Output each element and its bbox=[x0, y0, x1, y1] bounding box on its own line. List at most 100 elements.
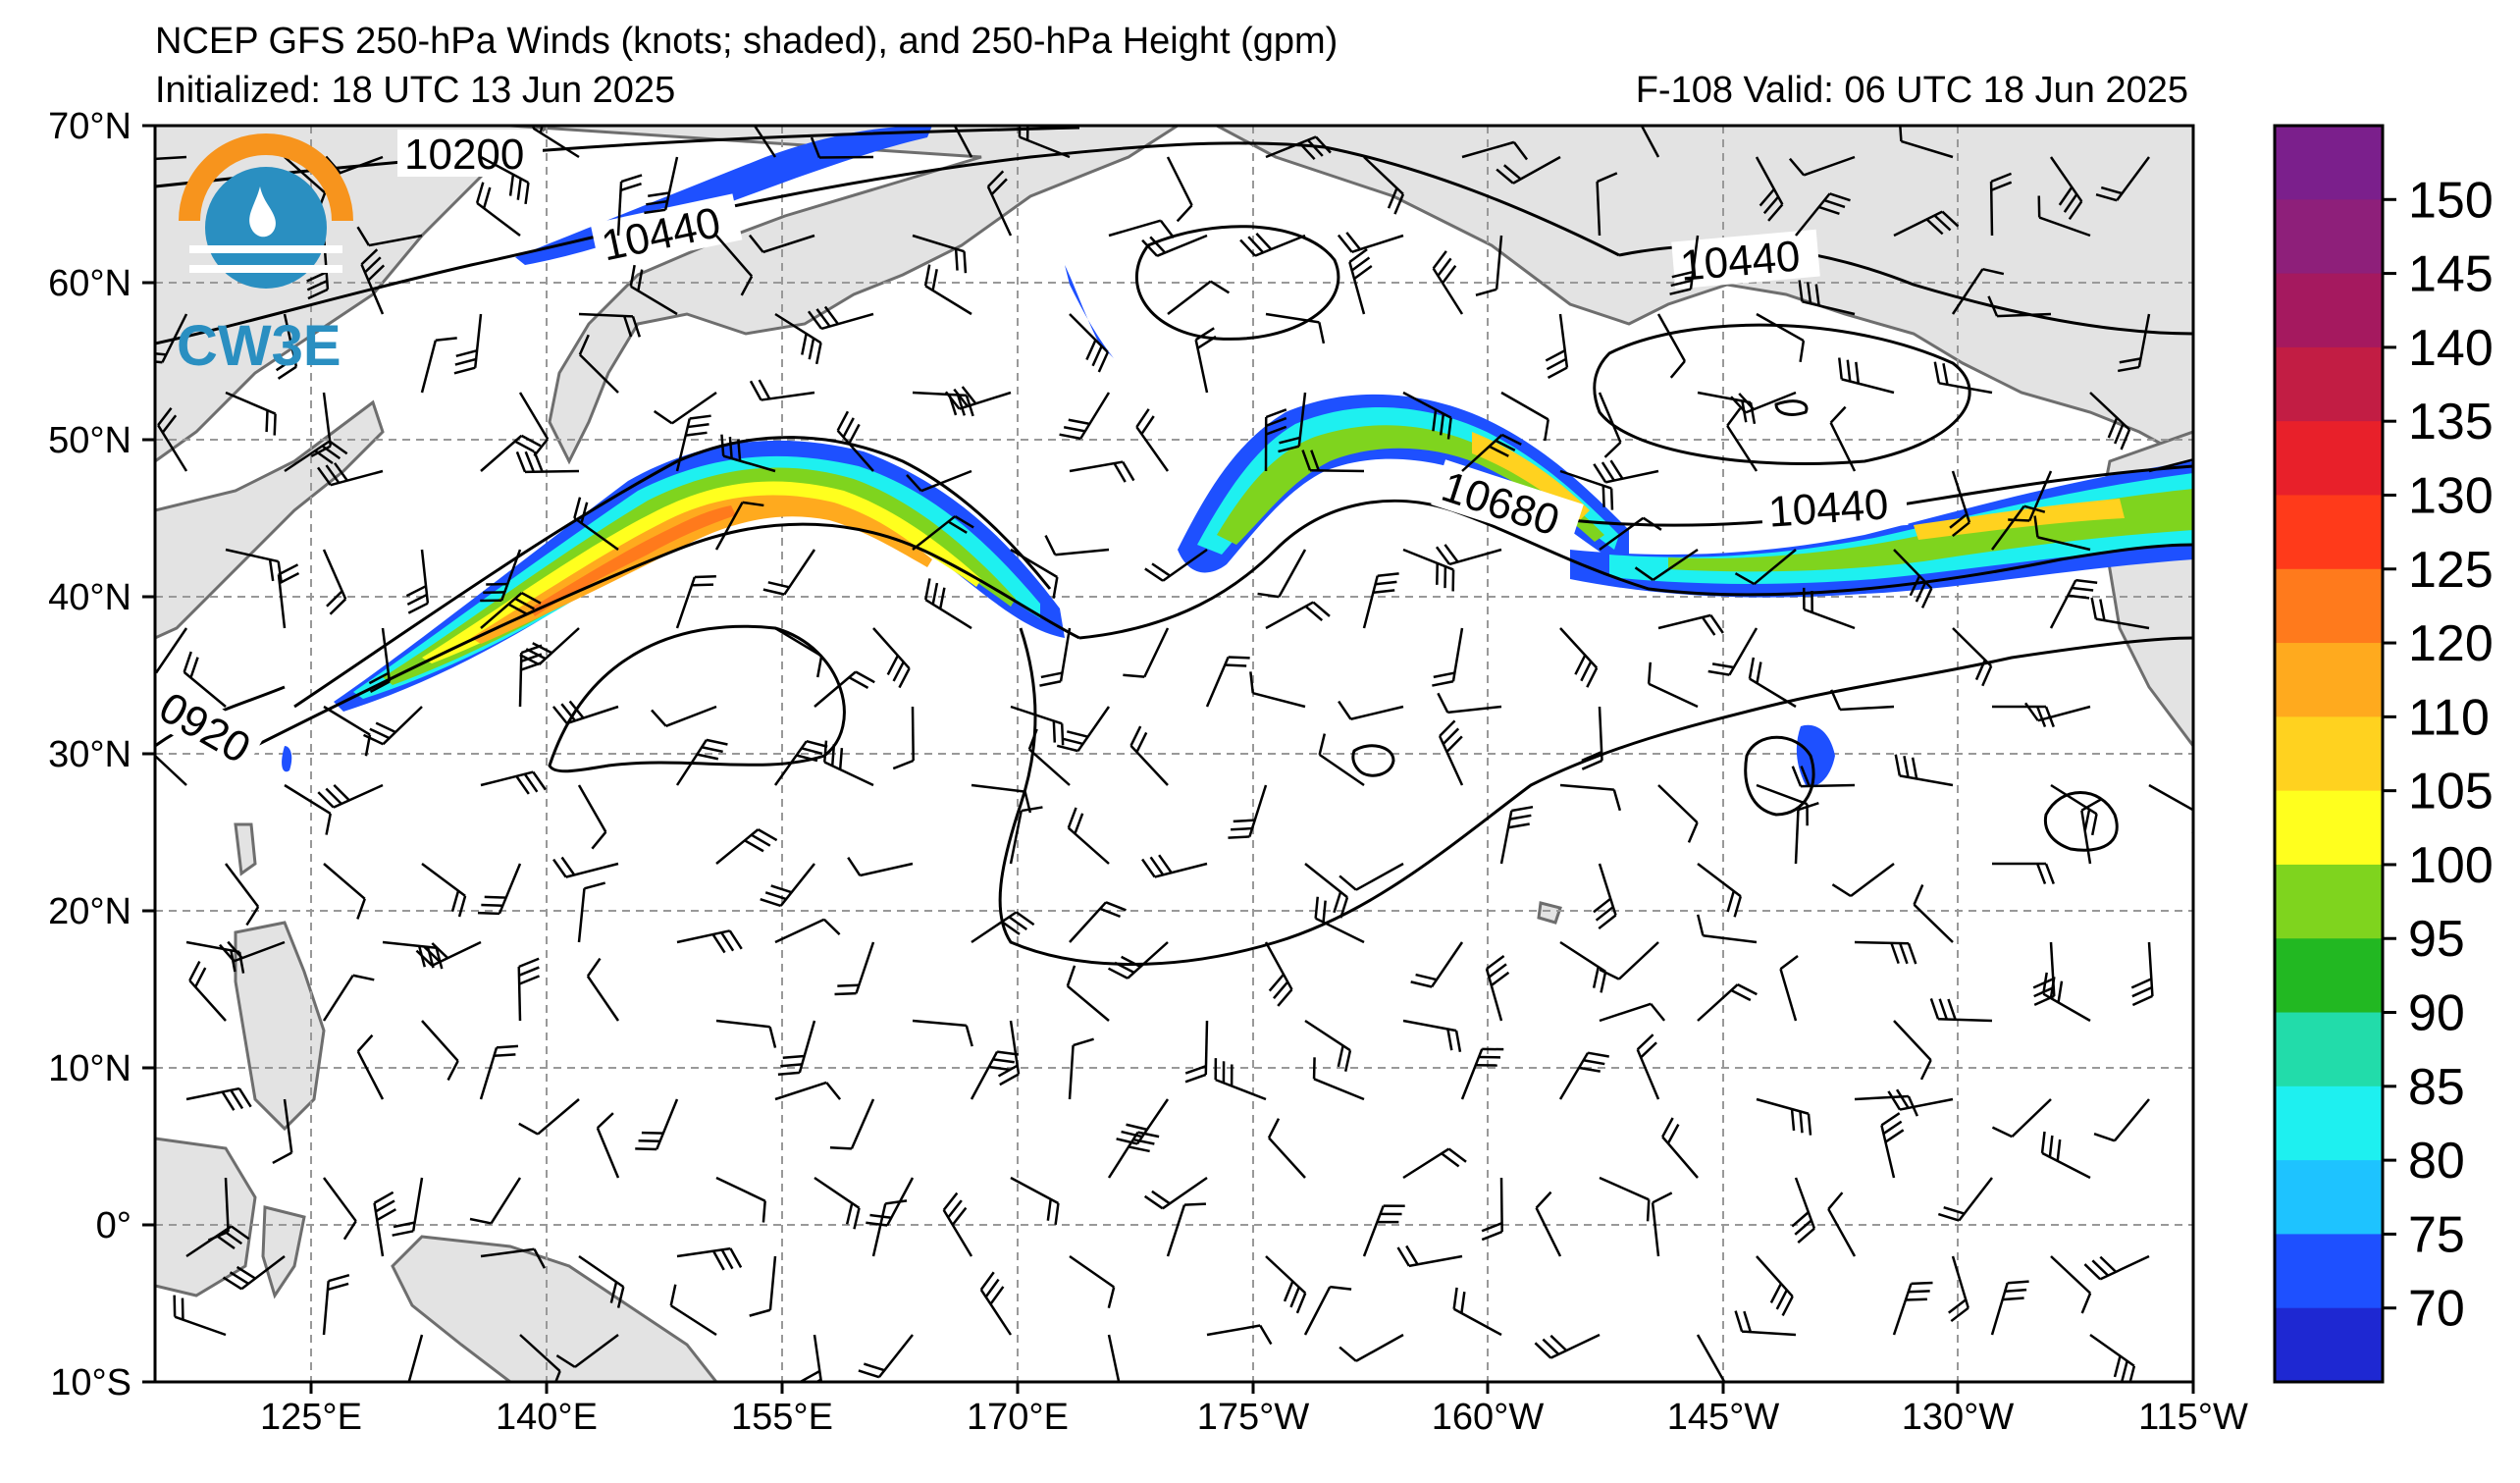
wind-barb bbox=[524, 469, 580, 474]
wind-barb-feather bbox=[1143, 1194, 1164, 1210]
wind-barb bbox=[1402, 548, 1454, 571]
wind-barb-feather bbox=[1339, 874, 1357, 891]
wind-barb-feather bbox=[1920, 587, 1933, 609]
wind-barb-feather bbox=[533, 450, 544, 473]
wind-barb-feather bbox=[155, 670, 157, 674]
wind-barb-feather bbox=[1687, 821, 1699, 843]
wind-barb bbox=[1315, 917, 1365, 944]
wind-barb bbox=[1485, 968, 1503, 1022]
wind-barb-feather bbox=[814, 343, 822, 365]
wind-barb-feather bbox=[392, 1230, 414, 1237]
wind-barb-feather bbox=[533, 438, 550, 457]
wind-barb-feather bbox=[1433, 671, 1455, 679]
wind-barb-feather bbox=[325, 813, 332, 835]
wind-barb bbox=[1990, 1282, 2009, 1336]
wind-barb-feather bbox=[742, 501, 764, 507]
wind-barb-feather bbox=[1306, 138, 1324, 157]
lat-label-0: 0° bbox=[96, 1205, 131, 1246]
wind-barb-feather bbox=[1304, 605, 1324, 622]
wind-barb bbox=[774, 312, 822, 344]
wind-barb bbox=[356, 1050, 385, 1100]
wind-barb-feather bbox=[584, 881, 606, 890]
wind-barb-feather bbox=[1937, 1212, 1960, 1222]
wind-barb bbox=[1703, 933, 1758, 944]
wind-barb-feather bbox=[520, 662, 543, 671]
wind-barb-feather bbox=[906, 474, 922, 493]
wind-barb-feather bbox=[1799, 340, 1806, 362]
wind-barb-feather bbox=[764, 891, 787, 901]
wind-barb-feather bbox=[1884, 1129, 1905, 1143]
wind-barb-feather bbox=[1268, 973, 1285, 992]
wind-barb-feather bbox=[328, 1273, 350, 1283]
wind-barb bbox=[675, 418, 691, 472]
wind-barb bbox=[2089, 1333, 2135, 1367]
wind-barb bbox=[2113, 1098, 2150, 1142]
wind-barb bbox=[773, 740, 808, 786]
wind-barb bbox=[970, 1050, 999, 1100]
lon-label-170e: 170°E bbox=[967, 1397, 1069, 1438]
wind-barb-feather bbox=[591, 830, 607, 850]
wind-barb-feather bbox=[641, 1131, 663, 1135]
wind-barb-feather bbox=[1228, 656, 1250, 660]
wind-barb bbox=[565, 862, 619, 878]
wind-barb bbox=[2116, 156, 2151, 201]
wind-barb-feather bbox=[1345, 232, 1361, 250]
wind-barb-feather bbox=[482, 186, 492, 209]
wind-barb-feather bbox=[2120, 1360, 2128, 1382]
wind-barb-feather bbox=[1593, 897, 1612, 914]
wind-barb bbox=[1840, 705, 1895, 712]
wind-barb-feather bbox=[1122, 460, 1135, 482]
wind-barb bbox=[577, 784, 607, 833]
wind-barb-feather bbox=[2063, 193, 2078, 213]
wind-barb bbox=[1599, 516, 1645, 552]
wind-barb bbox=[283, 313, 298, 367]
colorbar-segment bbox=[2275, 199, 2383, 275]
wind-barb-feather bbox=[1807, 1113, 1812, 1136]
wind-barb-feather bbox=[2080, 1293, 2092, 1314]
wind-barb-feather bbox=[1318, 322, 1326, 344]
land-japan-korea bbox=[155, 399, 385, 640]
wind-barb bbox=[333, 783, 384, 809]
wind-barb bbox=[277, 574, 287, 629]
wind-barb-feather bbox=[1097, 351, 1110, 373]
wind-barb-feather bbox=[2130, 978, 2152, 989]
wind-barb bbox=[1264, 941, 1293, 990]
wind-barb bbox=[1438, 735, 1464, 786]
wind-barb-feather bbox=[231, 1225, 250, 1241]
wind-barb bbox=[1803, 608, 1856, 630]
colorbar-tick-label: 120 bbox=[2408, 615, 2494, 672]
wind-barb bbox=[2050, 783, 2098, 816]
wind-barb-feather bbox=[326, 590, 343, 608]
wind-barb-feather bbox=[1337, 234, 1353, 253]
wind-barb bbox=[1500, 391, 1549, 421]
lon-label-145w: 145°W bbox=[1667, 1397, 1780, 1438]
wind-barb-feather bbox=[1598, 914, 1617, 930]
wind-barb-feather bbox=[1063, 425, 1086, 433]
wind-barb-feather bbox=[2083, 809, 2091, 831]
wind-barb bbox=[722, 454, 776, 473]
wind-barb bbox=[1205, 656, 1230, 708]
wind-barb-feather bbox=[1265, 425, 1287, 436]
wind-barb-feather bbox=[375, 721, 396, 734]
wind-barb-feather bbox=[1642, 516, 1662, 531]
wind-barb bbox=[911, 706, 915, 762]
wind-barb-feather bbox=[1061, 737, 1083, 746]
wind-barb-feather bbox=[580, 502, 589, 524]
wind-barb-feather bbox=[609, 1281, 618, 1303]
wind-barb bbox=[920, 469, 972, 493]
wind-barb-feather bbox=[1542, 1338, 1560, 1355]
wind-barb bbox=[1303, 1286, 1332, 1336]
wind-barb-feather bbox=[552, 858, 567, 878]
wind-barb-feather bbox=[2049, 977, 2056, 999]
wind-barb bbox=[1850, 862, 1895, 897]
wind-barb-feather bbox=[1947, 998, 1957, 1021]
wind-barb-feather bbox=[1113, 462, 1127, 483]
wind-barb-feather bbox=[2042, 972, 2048, 994]
wind-barb-feather bbox=[435, 947, 444, 970]
wind-barb-feather bbox=[1908, 1290, 1930, 1294]
wind-barb bbox=[1958, 1177, 1993, 1222]
wind-barb-feather bbox=[1068, 418, 1090, 426]
wind-barb-feather bbox=[1128, 1145, 1150, 1153]
wind-barb-feather bbox=[356, 1033, 374, 1052]
wind-barb bbox=[1297, 392, 1307, 447]
